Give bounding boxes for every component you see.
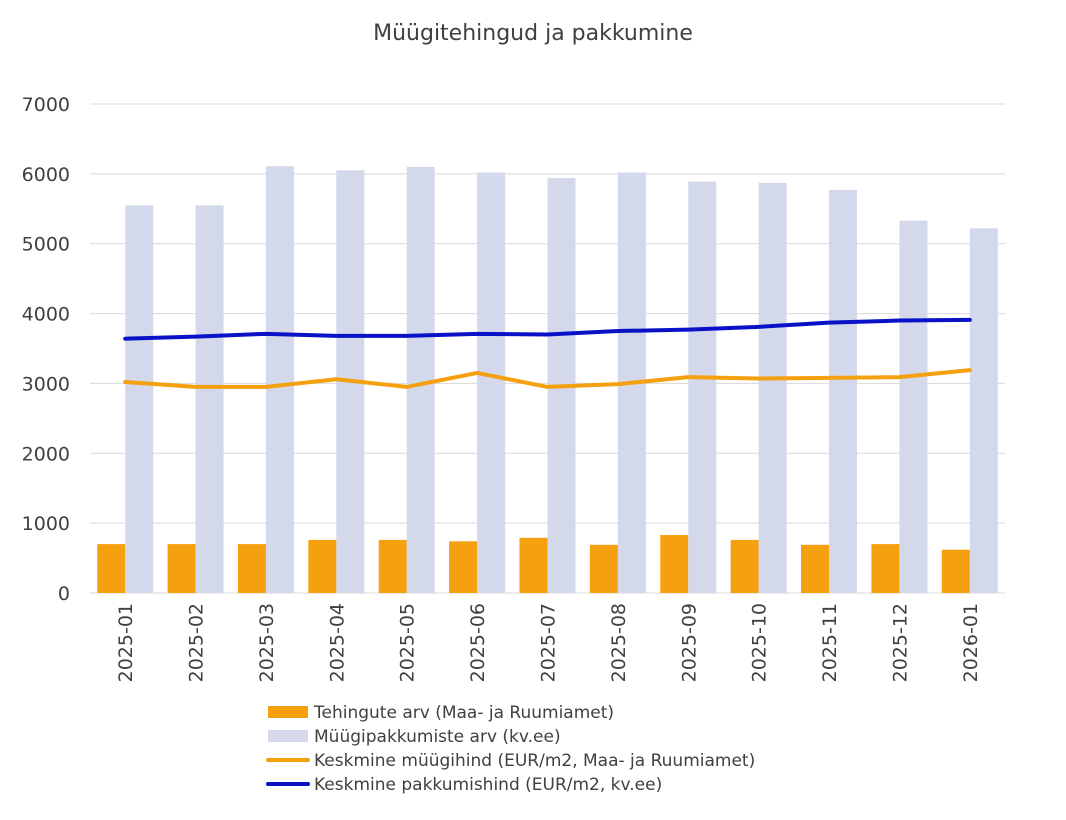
bar [801, 544, 830, 593]
y-tick-label: 4000 [22, 304, 70, 326]
bar [378, 539, 407, 593]
bar [167, 544, 196, 593]
x-tick-label: 2025-07 [538, 603, 560, 682]
bars [97, 166, 998, 594]
x-tick-label: 2025-12 [889, 603, 911, 682]
bar [688, 181, 717, 593]
x-tick-label: 2025-06 [467, 603, 489, 682]
bar [871, 544, 900, 593]
y-tick-label: 7000 [22, 94, 70, 116]
x-tick-label: 2025-09 [678, 603, 700, 682]
bar [308, 539, 337, 593]
bar [125, 205, 154, 594]
y-axis-ticks: 0 1000 2000 3000 4000 5000 6000 7000 [22, 94, 70, 605]
x-tick-label: 2025-01 [115, 603, 137, 682]
x-tick-label: 2025-05 [397, 603, 419, 682]
bar [758, 182, 787, 593]
bar [589, 544, 618, 593]
x-tick-label: 2026-01 [960, 603, 982, 682]
x-tick-label: 2025-08 [608, 603, 630, 682]
bar [969, 228, 998, 594]
legend-swatch [268, 706, 308, 718]
series-line [123, 317, 972, 341]
bar [660, 535, 689, 593]
legend-label: Keskmine pakkumishind (EUR/m2, kv.ee) [314, 775, 662, 795]
legend-label: Müügipakkumiste arv (kv.ee) [314, 727, 561, 747]
legend-label: Tehingute arv (Maa- ja Ruumiamet) [313, 703, 614, 723]
y-tick-label: 2000 [22, 443, 70, 465]
x-tick-label: 2025-03 [256, 603, 278, 682]
x-tick-label: 2025-04 [326, 603, 348, 682]
x-tick-label: 2025-02 [186, 603, 208, 682]
series-line [123, 368, 972, 389]
chart-title: Müügitehingud ja pakkumine [373, 21, 693, 46]
legend-label: Keskmine müügihind (EUR/m2, Maa- ja Ruum… [314, 751, 755, 771]
bar [519, 537, 548, 593]
y-tick-label: 0 [58, 583, 70, 605]
lines [123, 317, 972, 389]
y-tick-label: 5000 [22, 234, 70, 256]
x-tick-label: 2025-11 [819, 603, 841, 682]
bar [477, 172, 506, 593]
bar [97, 544, 126, 593]
legend: Tehingute arv (Maa- ja Ruumiamet) Müügipa… [266, 703, 755, 795]
bar [195, 205, 224, 594]
bar [237, 544, 266, 593]
bar [829, 189, 858, 593]
bar [899, 220, 928, 593]
bar [265, 166, 294, 593]
bar [449, 541, 478, 593]
x-axis-ticks: 2025-01 2025-02 2025-03 2025-04 2025-05 2025-… [115, 603, 982, 682]
y-tick-label: 3000 [22, 373, 70, 395]
y-tick-label: 1000 [22, 513, 70, 535]
bar [406, 166, 435, 593]
x-tick-label: 2025-10 [749, 603, 771, 682]
bar [941, 549, 970, 593]
legend-swatch [268, 730, 308, 742]
y-tick-label: 6000 [22, 164, 70, 186]
bar [730, 539, 759, 593]
